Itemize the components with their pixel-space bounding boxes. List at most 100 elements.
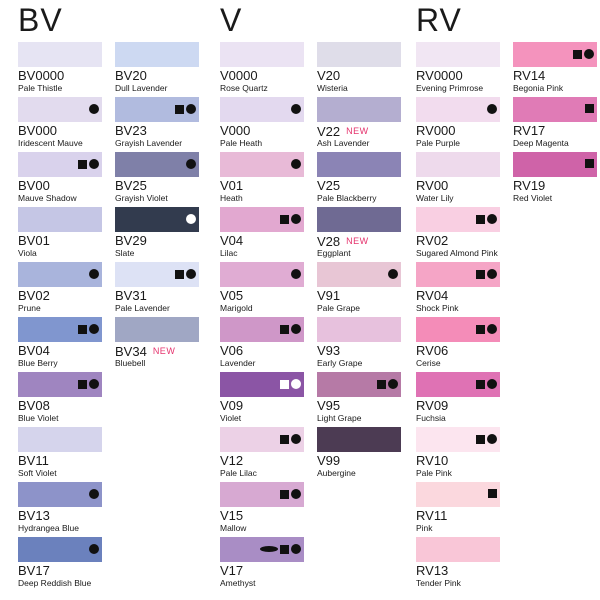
- color-code-text: RV06: [416, 343, 449, 358]
- marker-type-icons: [388, 269, 398, 279]
- color-code: RV06: [416, 344, 448, 358]
- color-code: BV01: [18, 234, 50, 248]
- color-name: Lavender: [220, 358, 256, 368]
- color-code: BV23: [115, 124, 147, 138]
- color-code-text: V95: [317, 398, 341, 413]
- color-swatch: [220, 372, 304, 397]
- circle-icon: [186, 159, 196, 169]
- square-icon: [280, 379, 289, 389]
- color-swatch: [18, 482, 102, 507]
- color-name: Lilac: [220, 248, 238, 258]
- group-title: RV: [416, 2, 462, 38]
- color-swatch: [317, 97, 401, 122]
- color-swatch: [115, 42, 199, 67]
- color-code: V15: [220, 509, 243, 523]
- color-name: Soft Violet: [18, 468, 57, 478]
- color-swatch: [317, 427, 401, 452]
- color-code-text: V17: [220, 563, 244, 578]
- color-code: BV11: [18, 454, 49, 468]
- color-swatch: [416, 372, 500, 397]
- color-swatch: [220, 482, 304, 507]
- color-swatch: [220, 207, 304, 232]
- color-code: V000: [220, 124, 250, 138]
- square-icon: [585, 159, 594, 168]
- color-code: BV31: [115, 289, 147, 303]
- color-code: V95: [317, 399, 340, 413]
- color-code-text: V99: [317, 453, 341, 468]
- color-code-text: V25: [317, 178, 341, 193]
- square-icon: [78, 379, 87, 389]
- color-name: Pale Grape: [317, 303, 360, 313]
- color-swatch: [18, 372, 102, 397]
- color-code-text: V04: [220, 233, 244, 248]
- marker-type-icons: [476, 269, 497, 279]
- circle-icon: [388, 269, 398, 279]
- square-icon: [280, 489, 289, 499]
- circle-icon: [186, 214, 196, 224]
- color-code: BV25: [115, 179, 147, 193]
- color-name: Rose Quartz: [220, 83, 268, 93]
- color-code: BV08: [18, 399, 50, 413]
- color-code-text: BV23: [115, 123, 147, 138]
- color-code-text: RV19: [513, 178, 546, 193]
- marker-type-icons: [175, 269, 196, 279]
- color-name: Pale Blackberry: [317, 193, 377, 203]
- marker-type-icons: [291, 104, 301, 114]
- circle-icon: [89, 379, 99, 389]
- marker-type-icons: [476, 434, 497, 444]
- ellipse-icon: [260, 546, 278, 552]
- square-icon: [280, 324, 289, 334]
- color-swatch: [18, 427, 102, 452]
- color-code-text: BV02: [18, 288, 50, 303]
- color-swatch: [317, 152, 401, 177]
- color-code: V99: [317, 454, 340, 468]
- circle-icon: [487, 104, 497, 114]
- color-swatch: [317, 207, 401, 232]
- square-icon: [78, 324, 87, 334]
- color-swatch: [115, 262, 199, 287]
- marker-type-icons: [175, 104, 196, 114]
- color-swatch: [220, 42, 304, 67]
- color-code-text: RV04: [416, 288, 449, 303]
- color-code-text: BV01: [18, 233, 50, 248]
- marker-type-icons: [89, 489, 99, 499]
- color-name: Evening Primrose: [416, 83, 484, 93]
- color-name: Shock Pink: [416, 303, 459, 313]
- color-name: Aubergine: [317, 468, 356, 478]
- circle-icon: [584, 49, 594, 59]
- marker-type-icons: [487, 104, 497, 114]
- color-code-text: V93: [317, 343, 341, 358]
- color-code-text: V09: [220, 398, 244, 413]
- color-name: Eggplant: [317, 248, 351, 258]
- square-icon: [585, 104, 594, 113]
- square-icon: [476, 324, 485, 334]
- marker-type-icons: [291, 159, 301, 169]
- color-code-text: RV11: [416, 508, 448, 523]
- color-code-text: BV13: [18, 508, 50, 523]
- color-swatch: [220, 97, 304, 122]
- color-code-text: RV09: [416, 398, 449, 413]
- color-swatch: [513, 152, 597, 177]
- square-icon: [377, 379, 386, 389]
- color-name: Amethyst: [220, 578, 256, 588]
- circle-icon: [487, 269, 497, 279]
- color-name: Iridescent Mauve: [18, 138, 83, 148]
- color-code: V01: [220, 179, 243, 193]
- color-name: Slate: [115, 248, 135, 258]
- color-name: Mallow: [220, 523, 247, 533]
- color-name: Viola: [18, 248, 37, 258]
- marker-type-icons: [260, 544, 301, 554]
- color-swatch: [115, 97, 199, 122]
- square-icon: [476, 434, 485, 444]
- circle-icon: [186, 269, 196, 279]
- color-swatch: [18, 207, 102, 232]
- color-code-text: V91: [317, 288, 341, 303]
- color-swatch: [18, 537, 102, 562]
- color-code: V22 NEW: [317, 124, 369, 139]
- color-code-text: V000: [220, 123, 251, 138]
- color-code-text: V0000: [220, 68, 258, 83]
- color-code-text: BV25: [115, 178, 147, 193]
- color-code-text: RV0000: [416, 68, 463, 83]
- color-name: Blue Berry: [18, 358, 58, 368]
- color-code: RV02: [416, 234, 448, 248]
